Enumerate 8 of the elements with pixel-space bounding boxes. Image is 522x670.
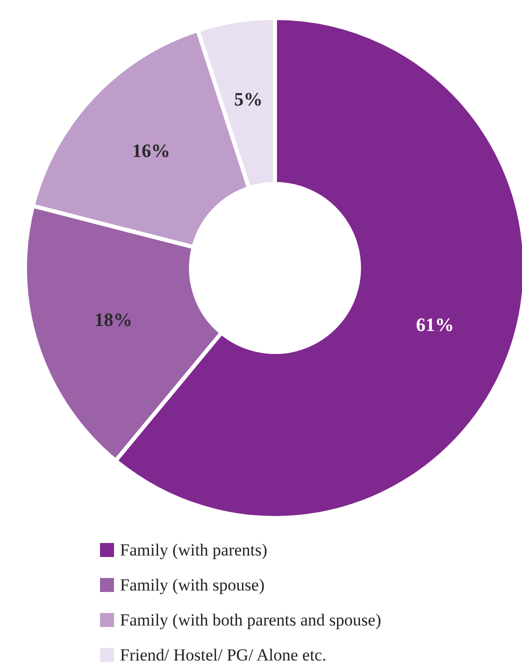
legend-label: Family (with spouse) <box>120 576 264 594</box>
legend-label: Family (with parents) <box>120 540 268 560</box>
data-label: 5% <box>234 90 263 111</box>
data-label: 16% <box>132 141 170 162</box>
data-label: 61% <box>416 315 454 336</box>
data-label: 18% <box>94 310 132 332</box>
legend-label: Family (with both parents and spouse) <box>120 610 382 630</box>
legend-label: Friend/ Hostel/ PG/ Alone etc. <box>120 646 326 664</box>
